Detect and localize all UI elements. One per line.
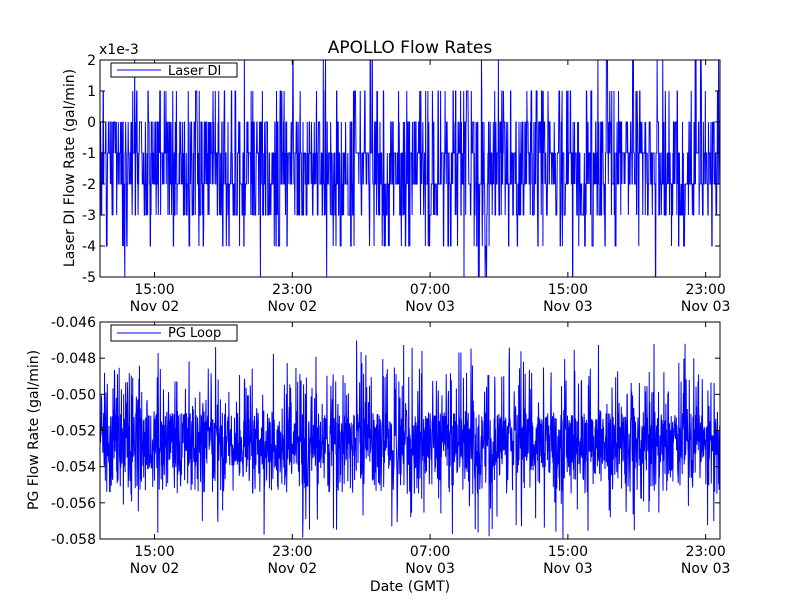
pg-loop-x-tick-time: 07:00 [410, 544, 450, 560]
laser-di-x-tick-date: Nov 02 [268, 299, 318, 315]
pg-loop-x-tick-date: Nov 03 [405, 561, 455, 577]
pg-loop-y-tick-label: -0.052 [51, 424, 96, 440]
pg-loop-x-tick-date: Nov 03 [681, 561, 731, 577]
laser-di-x-tick-time: 15:00 [548, 282, 588, 298]
laser-di-x-tick-time: 23:00 [685, 282, 725, 298]
laser-di-x-tick-date: Nov 03 [405, 299, 455, 315]
pg-loop-legend: PG Loop [110, 324, 238, 342]
pg-loop-x-tick-time: 15:00 [134, 544, 174, 560]
pg-loop-y-tick-label: -0.058 [51, 532, 96, 548]
pg-loop-x-tick-time: 23:00 [272, 544, 312, 560]
laser-di-offset-label: x1e-3 [99, 42, 139, 58]
pg-loop-y-tick-label: -0.050 [51, 387, 96, 403]
pg-loop-y-axis: -0.058 -0.056 -0.054 -0.052 -0.050 -0.048 -0.0… [51, 315, 720, 548]
pg-loop-trace [99, 340, 721, 539]
laser-di-y-tick-label: -4 [82, 239, 96, 255]
pg-loop-series-line [99, 340, 721, 539]
laser-di-x-tick-date: Nov 02 [130, 299, 180, 315]
x-axis-label: Date (GMT) [370, 579, 450, 595]
laser-di-y-tick-label: 1 [87, 84, 96, 100]
laser-di-x-tick-date: Nov 03 [543, 299, 593, 315]
laser-di-x-tick-time: 07:00 [410, 282, 450, 298]
pg-loop-x-tick-date: Nov 02 [130, 561, 180, 577]
pg-loop-panel: -0.058 -0.056 -0.054 -0.052 -0.050 -0.048 -0.0… [26, 315, 730, 577]
pg-loop-y-tick-label: -0.054 [51, 460, 96, 476]
laser-di-y-tick-label: 0 [87, 115, 96, 131]
pg-loop-x-tick-time: 23:00 [685, 544, 725, 560]
laser-di-y-axis-label: Laser DI Flow Rate (gal/min) [62, 69, 78, 267]
figure-title: APOLLO Flow Rates [328, 38, 493, 58]
pg-loop-y-axis-label: PG Flow Rate (gal/min) [26, 350, 42, 510]
laser-di-y-tick-label: -3 [82, 208, 96, 224]
pg-loop-x-tick-date: Nov 03 [543, 561, 593, 577]
laser-di-y-tick-label: -5 [82, 270, 96, 286]
laser-di-axes-frame [99, 59, 721, 278]
laser-di-y-axis: -5 -4 -3 -2 -1 0 1 2 [82, 53, 720, 286]
pg-loop-y-tick-label: -0.046 [51, 315, 96, 331]
laser-di-y-tick-label: -1 [82, 146, 96, 162]
laser-di-x-tick-time: 15:00 [134, 282, 174, 298]
laser-di-trace [99, 59, 721, 278]
laser-di-legend-label: Laser DI [168, 64, 221, 79]
laser-di-y-tick-label: -2 [82, 177, 96, 193]
pg-loop-legend-box [110, 324, 238, 342]
pg-loop-y-tick-label: -0.056 [51, 496, 96, 512]
pg-loop-y-tick-label: -0.048 [51, 351, 96, 367]
laser-di-legend: Laser DI [110, 62, 238, 79]
pg-loop-x-tick-time: 15:00 [548, 544, 588, 560]
laser-di-series-line [99, 59, 721, 278]
laser-di-legend-box [110, 62, 238, 78]
laser-di-x-tick-time: 23:00 [272, 282, 312, 298]
pg-loop-x-tick-date: Nov 02 [268, 561, 318, 577]
pg-loop-legend-label: PG Loop [168, 326, 221, 341]
laser-di-x-tick-date: Nov 03 [681, 299, 731, 315]
laser-di-y-tick-label: 2 [87, 53, 96, 69]
